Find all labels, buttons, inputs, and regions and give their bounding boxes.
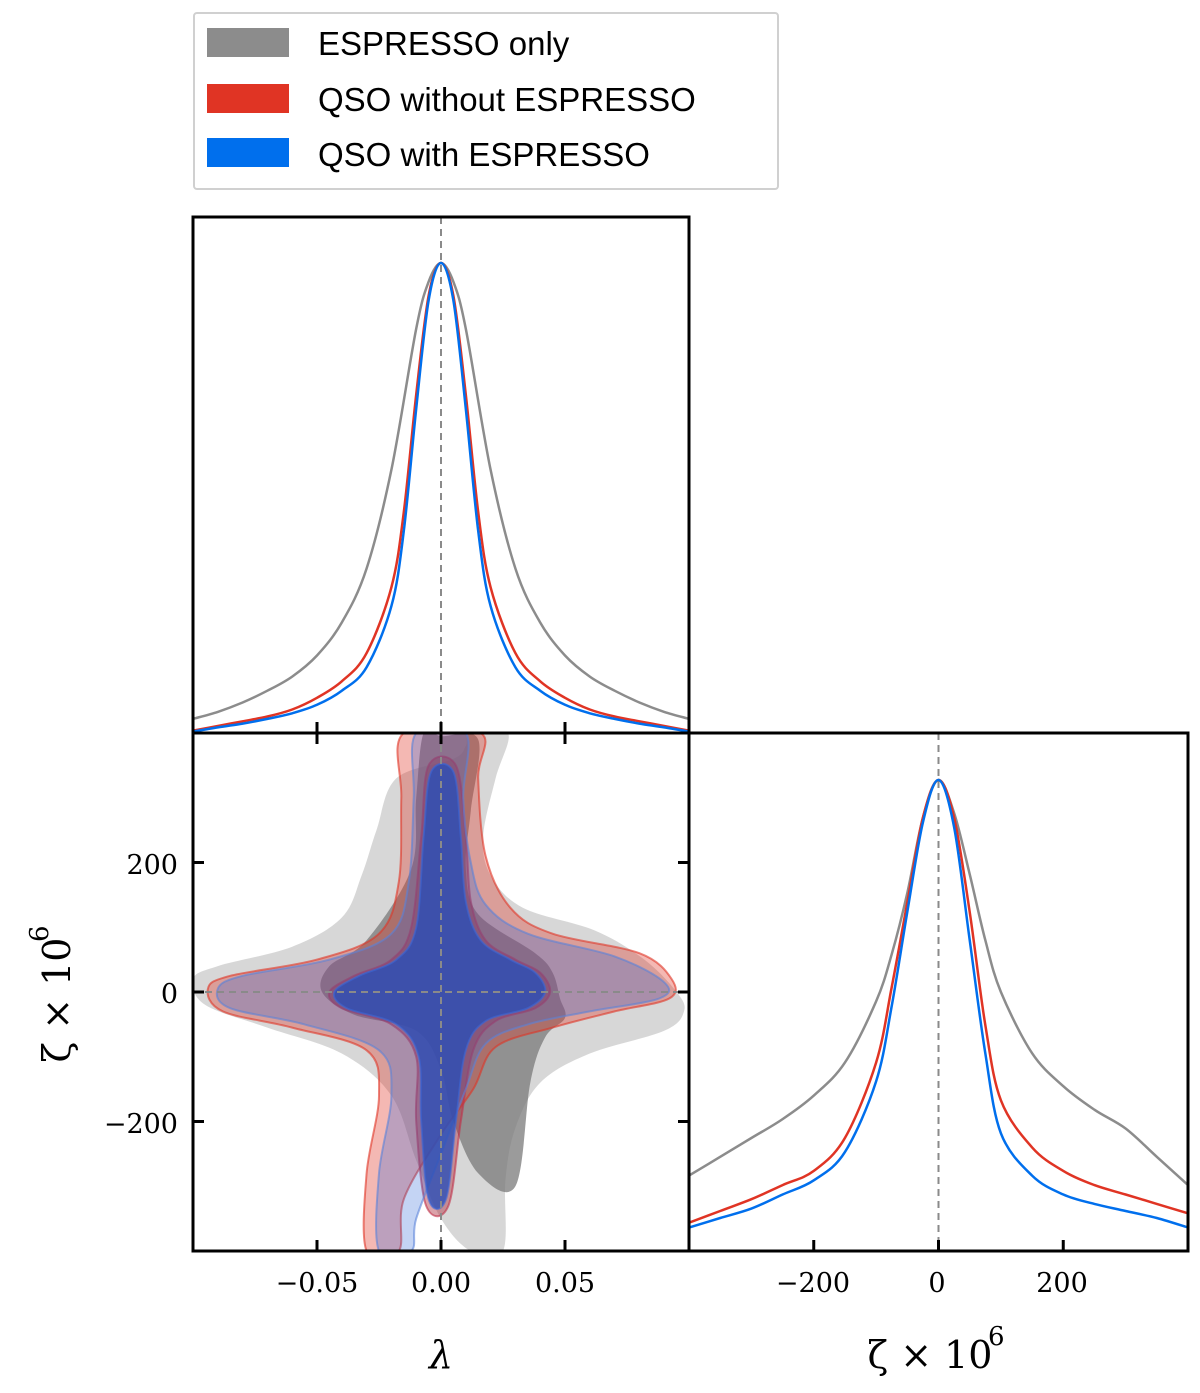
legend: ESPRESSO only QSO without ESPRESSO QSO w… <box>193 12 779 190</box>
tick-label-zeta-x-1: 0 <box>928 1268 945 1299</box>
x-tick-labels-zeta: −200 0 200 <box>776 1268 1088 1299</box>
contour-qso-with_68 <box>332 762 547 1210</box>
tick-label-lambda-2: 0.05 <box>535 1268 595 1299</box>
x-axis-title-zeta-exponent: 6 <box>988 1322 1005 1352</box>
x-tick-labels-lambda: −0.05 0.00 0.05 <box>276 1268 595 1299</box>
legend-label-qso-with: QSO with ESPRESSO <box>318 136 650 173</box>
tick-label-zeta-y-2: 200 <box>126 850 178 881</box>
y-tick-labels-zeta: 200 0 −200 <box>104 850 178 1140</box>
panel-joint-contours <box>191 731 691 1253</box>
marginal-curve-lambda-qso_with <box>193 261 689 733</box>
tick-label-lambda-0: −0.05 <box>276 1268 359 1299</box>
tick-label-zeta-x-0: −200 <box>776 1268 850 1299</box>
tick-label-zeta-y-1: 0 <box>161 979 178 1010</box>
legend-swatch-espresso <box>207 28 289 57</box>
legend-swatch-qso-without <box>207 84 289 113</box>
tick-label-lambda-1: 0.00 <box>411 1268 471 1299</box>
x-axis-title-zeta: ζ × 10 6 <box>868 1322 1005 1377</box>
marginal-curve-zeta-qso_with <box>689 778 1188 1229</box>
legend-label-espresso: ESPRESSO only <box>318 25 570 62</box>
legend-swatch-qso-with <box>207 138 289 167</box>
panel-zeta-marginal <box>687 731 1190 1253</box>
tick-label-zeta-y-0: −200 <box>104 1109 178 1140</box>
tick-label-zeta-x-2: 200 <box>1036 1268 1088 1299</box>
x-axis-title-lambda: λ <box>427 1333 453 1377</box>
y-axis-title-zeta: ζ × 10 6 <box>25 925 79 1062</box>
tick-marks <box>193 722 1065 1251</box>
marginal-curve-zeta-espresso <box>689 778 1188 1187</box>
y-axis-title-zeta-text: ζ × 10 <box>35 938 79 1063</box>
legend-frame <box>193 12 779 190</box>
x-axis-title-zeta-text: ζ × 10 <box>868 1333 993 1377</box>
legend-label-qso-without: QSO without ESPRESSO <box>318 81 696 118</box>
y-axis-title-zeta-exponent: 6 <box>25 925 55 942</box>
panel-lambda-marginal <box>191 215 691 735</box>
